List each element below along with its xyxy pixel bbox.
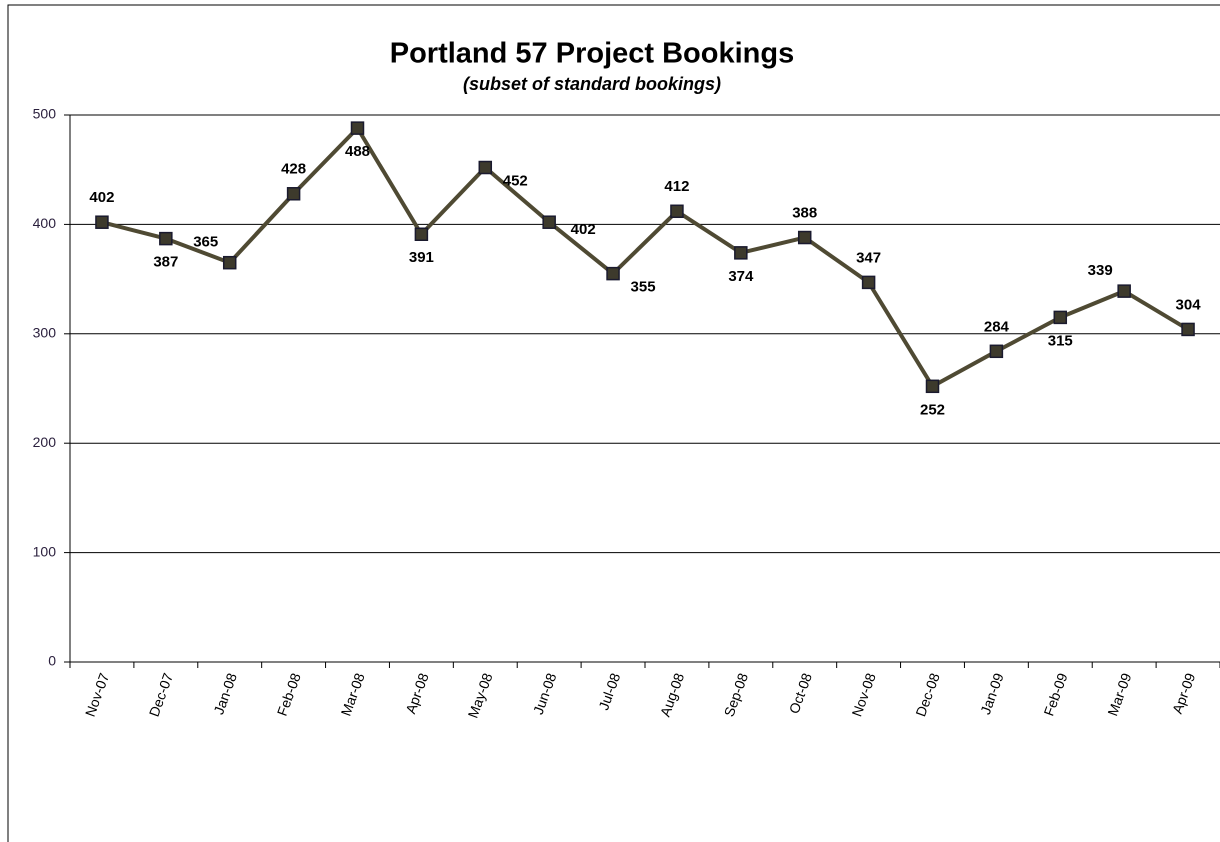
marker — [478, 160, 493, 175]
data-label: 428 — [281, 161, 306, 178]
marker — [1053, 310, 1068, 325]
x-tick-label: Nov-08 — [848, 671, 879, 719]
data-label: 315 — [1048, 332, 1073, 349]
x-tick-label: Mar-08 — [338, 671, 368, 718]
marker — [542, 215, 556, 229]
marker — [222, 255, 237, 270]
y-tick-label: 400 — [33, 215, 57, 231]
x-tick-label: Jun-08 — [530, 671, 560, 717]
data-label: 252 — [920, 401, 945, 418]
x-tick-label: Sep-08 — [721, 671, 752, 719]
data-label: 347 — [856, 249, 881, 266]
x-tick-label: Apr-09 — [1169, 671, 1198, 716]
x-tick-label: Jan-08 — [210, 671, 240, 717]
x-tick-label: Oct-08 — [786, 671, 815, 716]
x-tick-label: Feb-09 — [1040, 671, 1070, 718]
y-tick-label: 200 — [33, 434, 57, 450]
data-label: 374 — [728, 268, 754, 285]
marker — [861, 275, 876, 290]
data-label: 402 — [89, 189, 114, 206]
chart-frame — [7, 4, 1220, 842]
x-tick-label: Mar-09 — [1104, 671, 1134, 718]
marker — [286, 187, 301, 201]
x-tick-label: Aug-08 — [657, 671, 688, 719]
marker — [606, 266, 620, 281]
data-label: 452 — [503, 172, 528, 189]
y-tick-label: 0 — [48, 653, 56, 669]
marker — [1117, 284, 1131, 298]
data-label: 488 — [345, 143, 370, 160]
chart-title: Portland 57 Project Bookings — [390, 38, 794, 70]
data-label: 355 — [631, 279, 656, 296]
data-label: 387 — [153, 254, 178, 271]
chart-subtitle: (subset of standard bookings) — [463, 74, 721, 94]
data-label: 304 — [1176, 296, 1202, 313]
marker — [989, 344, 1004, 359]
y-tick-label: 500 — [33, 106, 57, 122]
x-tick-label: Nov-07 — [82, 671, 113, 719]
series-line — [101, 126, 1190, 389]
data-label: 284 — [984, 318, 1010, 335]
marker — [414, 227, 429, 241]
marker — [797, 230, 812, 245]
x-tick-label: Apr-08 — [402, 671, 431, 716]
x-tick-label: Feb-08 — [274, 671, 304, 718]
x-tick-label: Jul-08 — [595, 671, 623, 713]
data-label: 402 — [571, 221, 596, 238]
data-label: 339 — [1088, 262, 1113, 279]
data-label: 365 — [193, 234, 218, 251]
data-label: 391 — [409, 249, 434, 266]
x-tick-label: Dec-08 — [912, 671, 943, 719]
marker — [1181, 322, 1195, 337]
marker — [95, 215, 109, 229]
data-label: 412 — [664, 178, 689, 195]
marker — [734, 246, 748, 260]
y-tick-label: 100 — [33, 543, 57, 559]
marker — [670, 204, 684, 219]
marker — [925, 379, 940, 394]
data-label: 388 — [792, 204, 817, 221]
x-tick-label: Jan-09 — [977, 671, 1007, 717]
marker — [350, 121, 365, 135]
y-tick-label: 300 — [33, 325, 57, 341]
marker — [159, 231, 173, 246]
x-tick-label: May-08 — [465, 671, 496, 721]
x-tick-label: Dec-07 — [146, 671, 177, 719]
